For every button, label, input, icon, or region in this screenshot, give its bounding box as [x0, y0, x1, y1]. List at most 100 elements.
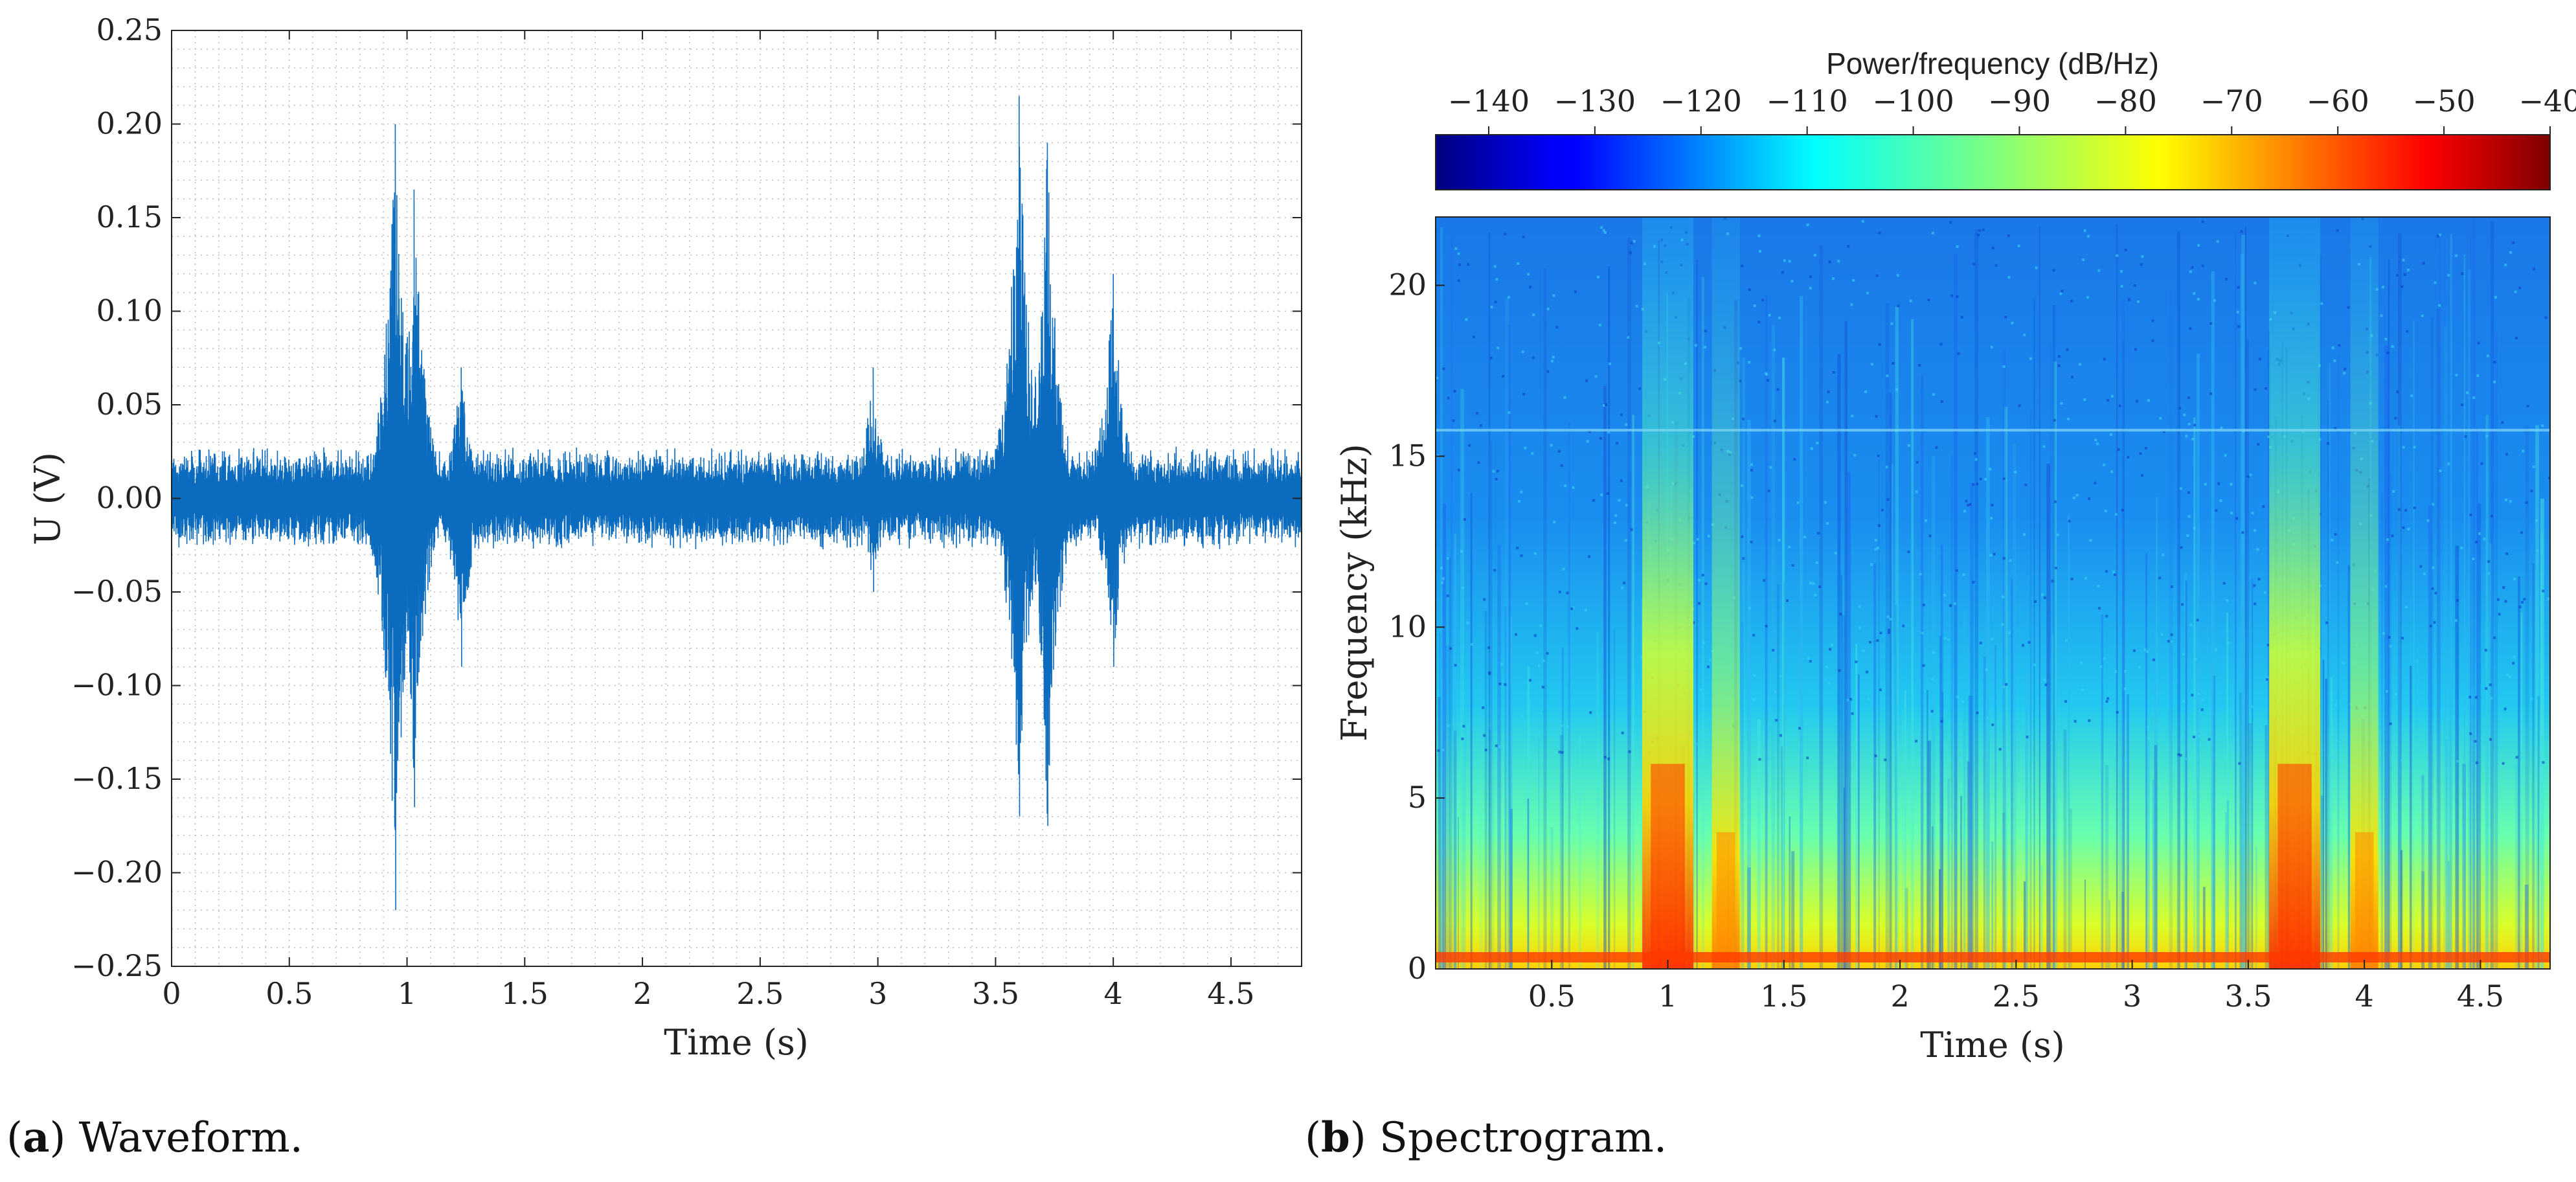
spectrogram-speckle — [1809, 582, 1813, 585]
spectrogram-speckle — [2193, 292, 2196, 295]
spectrogram-streak — [2468, 269, 2471, 969]
spectrogram-speckle — [1600, 493, 1603, 496]
spectrogram-speckle — [2485, 435, 2489, 438]
spectrogram-speckle — [1939, 343, 1943, 346]
spectrogram-speckle — [1921, 631, 1924, 635]
spectrogram-streak — [2033, 298, 2035, 969]
spectrogram-speckle — [2035, 266, 2038, 269]
spectrogram-speckle — [1849, 698, 1852, 701]
spectrogram-x-axis: 0.5 1 1.5 2 2.5 3 3.5 4 4.5 — [1528, 960, 2504, 1014]
spectrogram-speckle — [2474, 696, 2478, 699]
spectrogram-streak — [1449, 557, 1451, 969]
spectrogram-speckle — [2336, 229, 2339, 232]
spectrogram-speckle — [1566, 725, 1569, 729]
spectrogram-speckle — [2177, 753, 2180, 756]
spectrogram-speckle — [1558, 449, 1561, 453]
spectrogram-speckle — [1907, 444, 1910, 447]
colorbar-tick-label: −100 — [1872, 84, 1954, 119]
spectrogram-speckle — [1447, 724, 1450, 727]
spectrogram-streak — [1789, 816, 1791, 969]
spectrogram-speckle — [2017, 244, 2020, 247]
spectrogram-speckle — [1765, 372, 1768, 375]
spectrogram-speckle — [2005, 683, 2008, 686]
spectrogram-speckle — [1750, 540, 1753, 543]
spectrogram-streak — [1843, 788, 1846, 969]
spectrogram-streak — [1484, 611, 1487, 969]
spectrogram-speckle — [2143, 648, 2147, 651]
spectrogram-speckle — [1870, 363, 1873, 366]
spectrogram-speckle — [1935, 446, 1938, 449]
spectrogram-event-core — [2355, 832, 2374, 969]
spectrogram-speckle — [2094, 481, 2097, 484]
spectrogram-speckle — [1539, 711, 1542, 714]
spectrogram-speckle — [1925, 519, 1928, 522]
spectrogram-speckle — [1532, 313, 1535, 317]
waveform-y-tick-label: 0.20 — [96, 106, 163, 141]
spectrogram-speckle — [1949, 604, 1952, 607]
spectrogram-speckle — [1624, 539, 1627, 542]
spectrogram-speckle — [2099, 665, 2103, 668]
spectrogram-speckle — [2197, 692, 2200, 696]
spectrogram-speckle — [1504, 233, 1507, 236]
spectrogram-speckle — [1932, 651, 1935, 654]
spectrogram-speckle — [2438, 304, 2441, 307]
spectrogram-streak — [1489, 729, 1491, 969]
spectrogram-speckle — [2061, 290, 2064, 293]
spectrogram-streak — [2436, 308, 2440, 969]
spectrogram-speckle — [1915, 490, 1918, 494]
spectrogram-speckle — [1461, 737, 1464, 740]
spectrogram-streak — [2329, 362, 2331, 969]
spectrogram-speckle — [2220, 426, 2223, 429]
spectrogram-speckle — [2394, 416, 2397, 420]
spectrogram-speckle — [2033, 600, 2037, 603]
spectrogram-speckle — [1550, 444, 1553, 447]
spectrogram-speckle — [2259, 725, 2262, 729]
spectrogram-speckle — [2117, 448, 2120, 451]
spectrogram-speckle — [1796, 501, 1800, 505]
spectrogram-streak — [1510, 616, 1513, 969]
spectrogram-speckle — [1962, 573, 1965, 576]
spectrogram-speckle — [1635, 304, 1638, 308]
spectrogram-speckle — [1758, 758, 1761, 761]
spectrogram-streak — [2052, 305, 2055, 969]
spectrogram-speckle — [1985, 668, 1988, 671]
spectrogram-streak — [1950, 454, 1954, 969]
spectrogram-streak — [2470, 238, 2472, 969]
spectrogram-speckle — [1441, 577, 1445, 580]
spectrogram-streak — [2524, 884, 2529, 969]
spectrogram-streak — [1527, 798, 1530, 969]
spectrogram-speckle — [2493, 361, 2496, 364]
spectrogram-y-tick-label: 10 — [1388, 609, 1427, 644]
spectrogram-speckle — [1620, 479, 1623, 483]
spectrogram-speckle — [1436, 376, 1439, 380]
spectrogram-streak — [2240, 254, 2244, 969]
spectrogram-speckle — [1691, 435, 1695, 438]
spectrogram-speckle — [2104, 509, 2107, 512]
spectrogram-speckle — [2222, 582, 2226, 585]
spectrogram-speckle — [2224, 278, 2228, 281]
spectrogram-speckle — [2179, 487, 2182, 490]
spectrogram-speckle — [1862, 649, 1865, 652]
spectrogram-speckle — [2421, 314, 2424, 317]
spectrogram-speckle — [2535, 519, 2538, 522]
spectrogram-speckle — [1508, 411, 1511, 415]
spectrogram-speckle — [2404, 508, 2408, 512]
spectrogram-speckle — [2402, 258, 2405, 262]
spectrogram-streak — [1757, 720, 1761, 969]
spectrogram-speckle — [2504, 264, 2507, 267]
spectrogram-speckle — [2088, 497, 2091, 500]
spectrogram-speckle — [1564, 484, 1567, 488]
spectrogram-streak — [1632, 415, 1634, 969]
spectrogram-streak — [2176, 898, 2179, 969]
spectrogram-streak — [2472, 219, 2476, 969]
spectrogram-speckle — [1874, 754, 1877, 757]
spectrogram-streak — [1819, 245, 1824, 969]
spectrogram-speckle — [2392, 490, 2395, 493]
spectrogram-speckle — [2162, 553, 2165, 556]
spectrogram-speckle — [1497, 347, 1500, 350]
spectrogram-speckle — [2021, 644, 2024, 647]
spectrogram-streak — [1791, 851, 1795, 969]
spectrogram-speckle — [2342, 662, 2345, 665]
spectrogram-streak — [1983, 656, 1986, 969]
spectrogram-streak — [2050, 340, 2052, 969]
